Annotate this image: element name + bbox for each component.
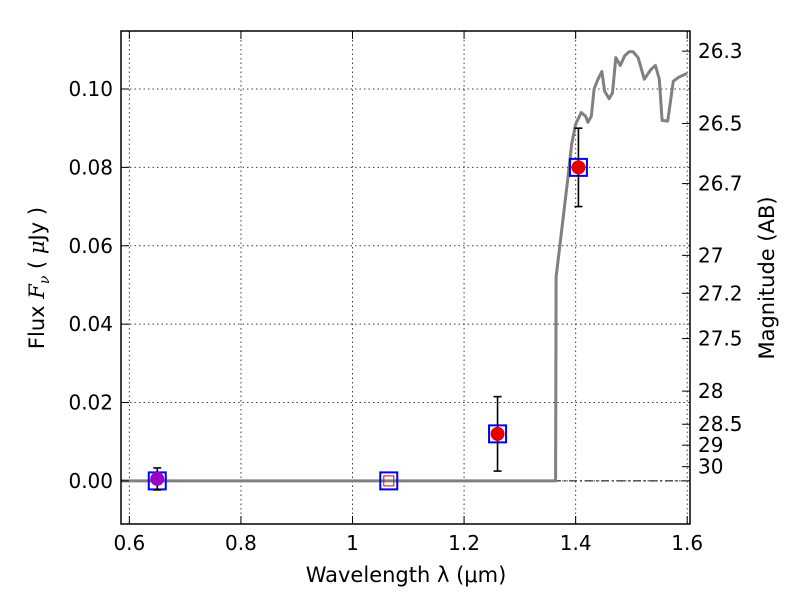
mag-tick-label: 29 xyxy=(698,433,723,457)
y-tick-label: 0.08 xyxy=(68,155,113,179)
mag-tick-label: 27 xyxy=(698,243,723,267)
tick-layer: 0.6 0.8 1 1.2 1.4 1.6 0.00 0.02 0.04 0.06 0.08 0.10… xyxy=(68,31,743,555)
axes-frame xyxy=(120,30,691,525)
x-tick-label: 0.8 xyxy=(225,531,257,555)
y2-axis-label: Magnitude (AB) xyxy=(755,196,779,359)
y-tick-label: 0.10 xyxy=(68,77,113,101)
model-square-marker xyxy=(379,471,399,491)
model-spectrum-layer xyxy=(121,50,690,483)
mag-tick-label: 26.7 xyxy=(698,172,743,196)
x-tick-label: 1.4 xyxy=(560,531,592,555)
observed-flux-point xyxy=(571,160,586,175)
mag-tick-label: 28 xyxy=(698,379,723,403)
x-tick-label: 0.6 xyxy=(113,531,145,555)
x-axis-label: Wavelength λ (μm) xyxy=(306,563,507,587)
y-tick-label: 0.04 xyxy=(68,312,113,336)
observed-flux-point xyxy=(490,426,505,441)
x-tick-label: 1.6 xyxy=(671,531,703,555)
mag-tick-label: 27.2 xyxy=(698,281,743,305)
x-tick-label: 1 xyxy=(346,531,359,555)
y-tick-label: 0.00 xyxy=(68,469,113,493)
mag-tick-label: 26.3 xyxy=(698,39,743,63)
y-tick-label: 0.02 xyxy=(68,391,113,415)
y-tick-label: 0.06 xyxy=(68,234,113,258)
plot-frame xyxy=(120,30,691,525)
mag-tick-label: 27.5 xyxy=(698,327,743,351)
y-axis-label: Flux Fν ( μJy ) xyxy=(25,207,53,349)
x-tick-label: 1.2 xyxy=(448,531,480,555)
observed-flux-point xyxy=(150,471,165,486)
nondetection-marker xyxy=(383,475,395,487)
mag-tick-label: 28.5 xyxy=(698,412,743,436)
mag-tick-label: 30 xyxy=(698,455,723,479)
mag-tick-label: 26.5 xyxy=(698,111,743,135)
model-spectrum-line xyxy=(121,50,688,483)
grid-lines xyxy=(121,31,690,524)
data-points-layer xyxy=(147,127,588,491)
